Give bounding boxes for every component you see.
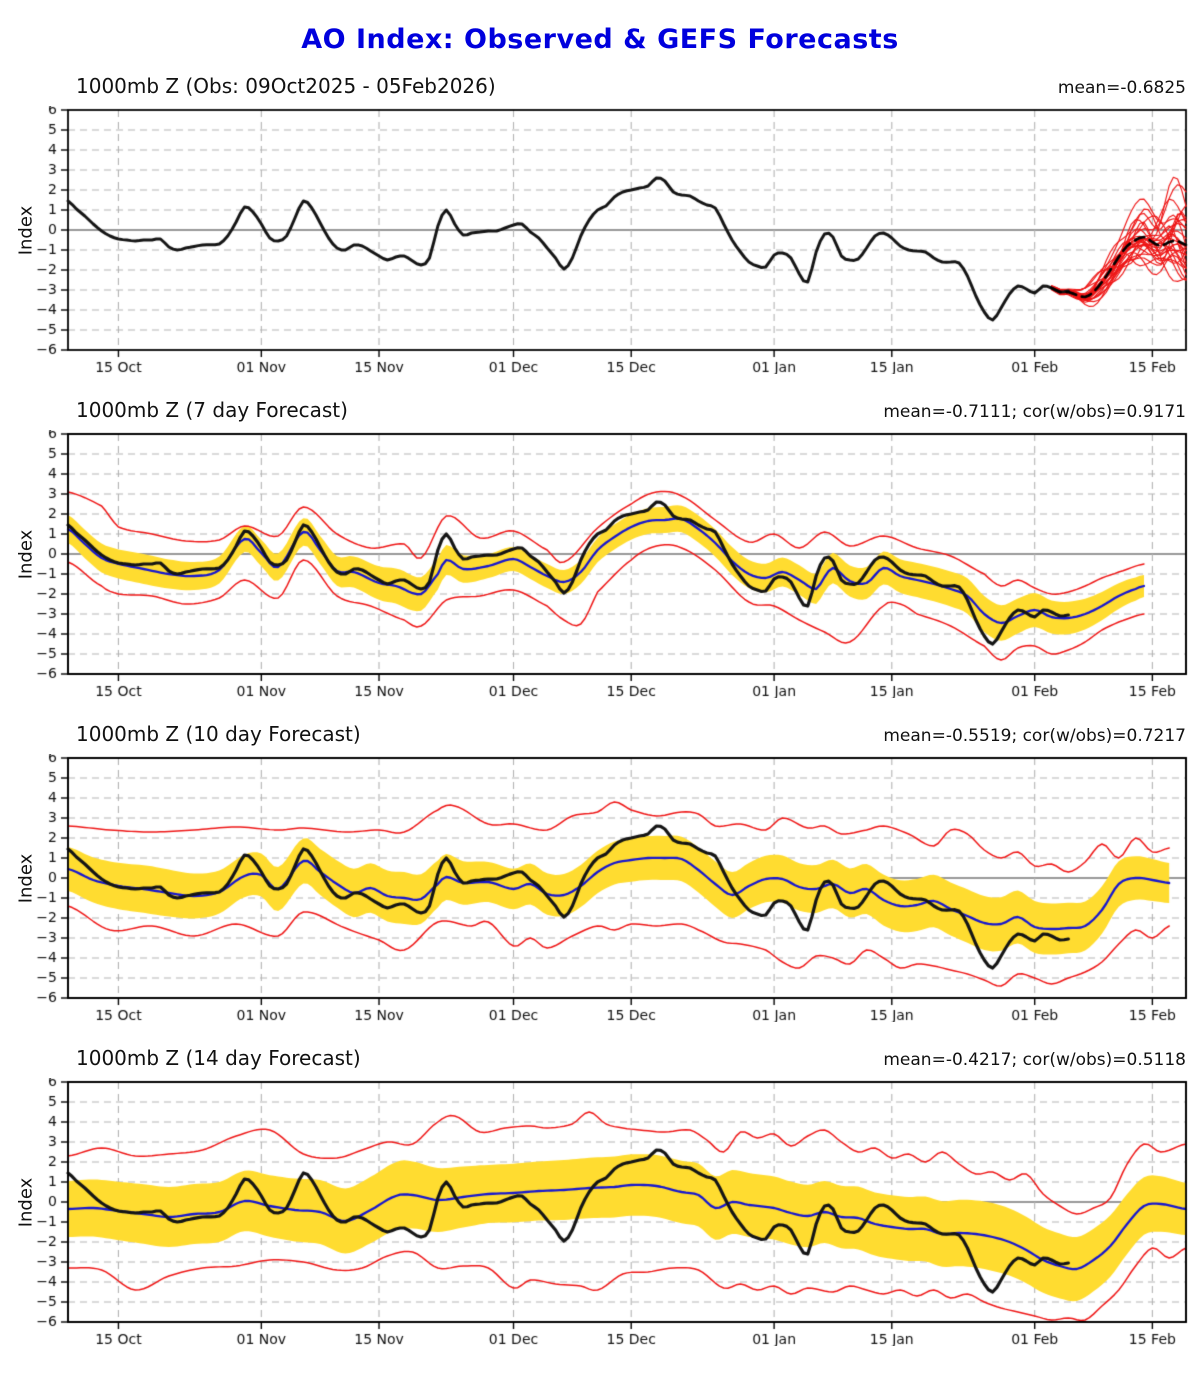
panel-observed-stats: mean=-0.6825 [1057, 78, 1186, 98]
y-axis-label: Index [15, 529, 37, 580]
panel-10day-stats: mean=-0.5519; cor(w/obs)=0.7217 [883, 726, 1186, 746]
panel-observed-title: 1000mb Z (Obs: 09Oct2025 - 05Feb2026) [76, 74, 496, 98]
forecast-10day-chart [0, 754, 1200, 1022]
forecast-14day-chart [0, 1078, 1200, 1346]
panel-observed-plot: Index [0, 106, 1200, 374]
y-axis-label: Index [15, 853, 37, 904]
panel-14day-stats: mean=-0.4217; cor(w/obs)=0.5118 [883, 1050, 1186, 1070]
panel-14day-header: 1000mb Z (14 day Forecast) mean=-0.4217;… [0, 1046, 1200, 1078]
panel-10day-header: 1000mb Z (10 day Forecast) mean=-0.5519;… [0, 722, 1200, 754]
page-title: AO Index: Observed & GEFS Forecasts [301, 24, 899, 55]
panel-observed-header: 1000mb Z (Obs: 09Oct2025 - 05Feb2026) me… [0, 74, 1200, 106]
observed-chart [0, 106, 1200, 374]
y-axis-label: Index [15, 1177, 37, 1228]
panel-14day-title: 1000mb Z (14 day Forecast) [76, 1046, 361, 1070]
panel-7day-title: 1000mb Z (7 day Forecast) [76, 398, 348, 422]
panel-7day-header: 1000mb Z (7 day Forecast) mean=-0.7111; … [0, 398, 1200, 430]
panel-7day-stats: mean=-0.7111; cor(w/obs)=0.9171 [883, 402, 1186, 422]
panel-observed: 1000mb Z (Obs: 09Oct2025 - 05Feb2026) me… [0, 74, 1200, 374]
panel-7day-forecast: 1000mb Z (7 day Forecast) mean=-0.7111; … [0, 398, 1200, 698]
panel-10day-plot: Index [0, 754, 1200, 1022]
y-axis-label: Index [15, 205, 37, 256]
panel-10day-title: 1000mb Z (10 day Forecast) [76, 722, 361, 746]
panel-7day-plot: Index [0, 430, 1200, 698]
panel-14day-plot: Index [0, 1078, 1200, 1346]
forecast-7day-chart [0, 430, 1200, 698]
panel-10day-forecast: 1000mb Z (10 day Forecast) mean=-0.5519;… [0, 722, 1200, 1022]
panel-14day-forecast: 1000mb Z (14 day Forecast) mean=-0.4217;… [0, 1046, 1200, 1346]
